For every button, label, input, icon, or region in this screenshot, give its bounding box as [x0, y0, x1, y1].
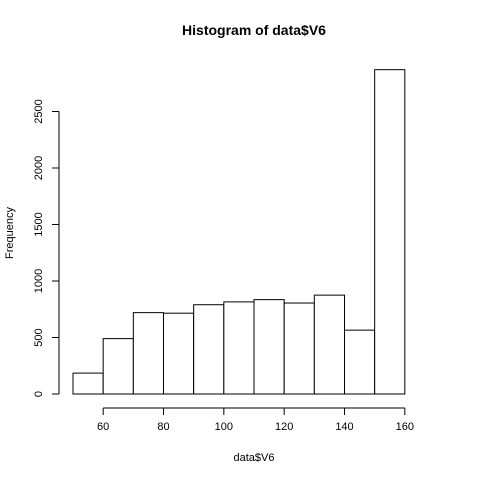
histogram-bar: [313, 294, 345, 395]
y-tick-label: 0: [33, 391, 45, 397]
bars-group: [72, 69, 406, 395]
histogram-bar: [193, 304, 225, 395]
histogram-bar: [223, 301, 255, 395]
y-tick-label: 2000: [33, 156, 45, 180]
histogram-bar: [374, 69, 406, 395]
x-axis-label: data$V6: [234, 452, 275, 464]
histogram-bar: [283, 302, 315, 395]
histogram-bar: [102, 338, 134, 395]
histogram-bar: [344, 329, 376, 395]
histogram-bar: [72, 372, 104, 395]
histogram-bar: [132, 312, 165, 395]
chart-title: Histogram of data$V6: [182, 22, 326, 38]
y-axis-label: Frequency: [4, 207, 16, 259]
x-tick-label: 100: [215, 421, 233, 433]
x-tick-label: 80: [157, 421, 169, 433]
x-axis: 60 80 100 120 140 160: [97, 407, 414, 433]
x-tick-label: 140: [335, 421, 353, 433]
y-axis: 0 500 1000 1500 2000 2500: [33, 99, 60, 397]
x-tick-label: 160: [396, 421, 414, 433]
histogram-bar: [253, 299, 285, 395]
y-tick-label: 500: [33, 328, 45, 346]
histogram-bar: [163, 312, 195, 395]
y-tick-label: 1500: [33, 212, 45, 236]
x-tick-label: 60: [97, 421, 109, 433]
y-tick-label: 2500: [33, 99, 45, 123]
y-tick-label: 1000: [33, 269, 45, 293]
x-tick-label: 120: [275, 421, 293, 433]
